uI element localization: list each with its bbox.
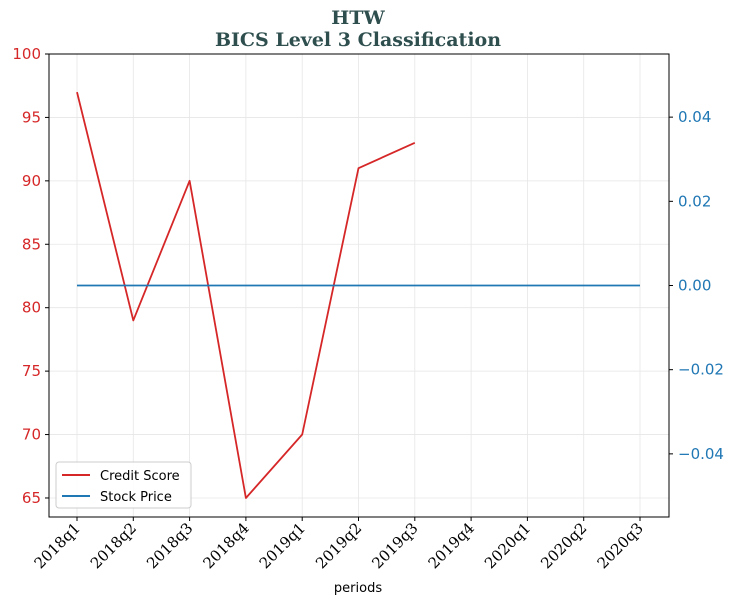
left-tick-label: 80 [22, 299, 41, 317]
x-tick-label: 2020q2 [537, 519, 590, 572]
x-tick-label: 2019q3 [368, 519, 421, 572]
left-tick-label: 90 [22, 172, 41, 190]
x-tick-label: 2018q1 [31, 519, 84, 572]
legend-label: Stock Price [100, 490, 172, 505]
x-tick-label: 2020q3 [594, 519, 647, 572]
x-tick-label: 2018q2 [87, 519, 140, 572]
x-tick-label: 2019q4 [425, 519, 478, 572]
right-tick-label: 0.00 [678, 277, 711, 295]
chart-title: HTW [331, 7, 385, 29]
x-tick-label: 2018q3 [143, 519, 196, 572]
right-tick-label: −0.04 [678, 445, 724, 463]
right-axis: −0.04 −0.02 0.00 0.02 0.04 [669, 108, 724, 463]
x-tick-label: 2020q1 [481, 519, 534, 572]
x-axis-label: periods [334, 581, 382, 596]
left-tick-label: 65 [22, 489, 41, 507]
left-tick-label: 95 [22, 108, 41, 126]
chart-subtitle: BICS Level 3 Classification [215, 29, 501, 51]
x-axis: 2018q1 2018q2 2018q3 2018q4 2019q1 2019q2 2019… [31, 517, 647, 572]
left-tick-label: 75 [22, 362, 41, 380]
legend-label: Credit Score [100, 469, 180, 484]
left-tick-label: 100 [12, 45, 41, 63]
left-tick-label: 70 [22, 426, 41, 444]
right-tick-label: 0.02 [678, 192, 711, 210]
legend: Credit Score Stock Price [55, 461, 192, 509]
x-tick-label: 2019q2 [312, 519, 365, 572]
left-axis: 65 70 75 80 85 90 95 100 [12, 45, 49, 507]
right-tick-label: 0.04 [678, 108, 711, 126]
x-tick-label: 2019q1 [256, 519, 309, 572]
right-tick-label: −0.02 [678, 361, 724, 379]
series-layer [76, 91, 640, 499]
x-tick-label: 2018q4 [199, 519, 252, 572]
left-tick-label: 85 [22, 235, 41, 253]
series-line-credit-score [76, 91, 416, 499]
